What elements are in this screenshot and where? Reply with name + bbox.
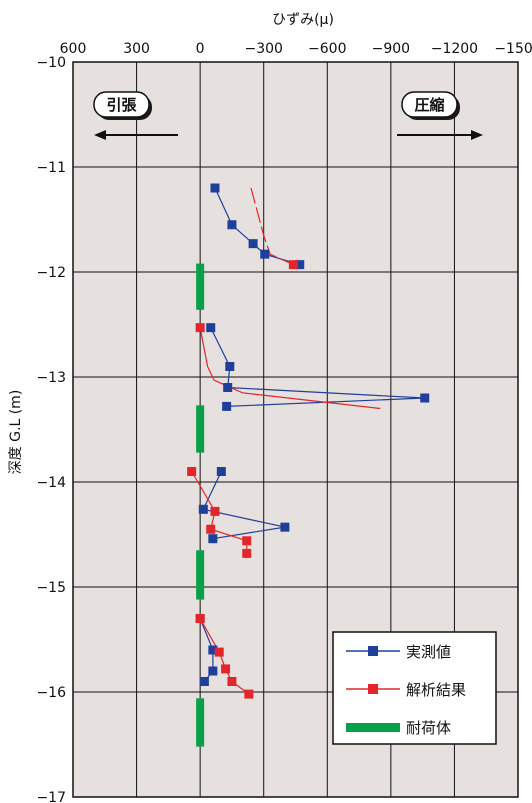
data-point-analysis xyxy=(206,524,216,534)
data-point-analysis xyxy=(214,647,224,657)
y-tick-label: −11 xyxy=(36,160,66,176)
data-point-measured xyxy=(206,323,216,333)
data-point-measured xyxy=(222,401,232,411)
data-point-measured xyxy=(210,183,220,193)
data-point-analysis xyxy=(242,536,252,546)
x-tick-label: −600 xyxy=(308,41,346,57)
load-body-bar xyxy=(196,698,205,747)
data-point-measured xyxy=(223,383,233,392)
legend-marker-measured xyxy=(368,646,378,656)
legend-item-load-body: 耐荷体 xyxy=(346,719,451,737)
x-tick-label: −300 xyxy=(244,41,282,57)
x-tick-label: 0 xyxy=(196,41,205,57)
annotation-tension-label: 引張 xyxy=(106,96,137,114)
y-axis-title: 深度 G.L (m) xyxy=(8,390,24,475)
y-tick-label: −10 xyxy=(36,55,66,71)
data-point-analysis xyxy=(187,467,197,476)
tick-labels: 600 300 0 −300 −600 −900 −1200 −1500 −10 −11 −12 −1… xyxy=(36,41,532,803)
series-line-measured xyxy=(202,471,286,540)
data-point-measured xyxy=(198,504,208,514)
legend-label-measured: 実測値 xyxy=(406,643,451,661)
y-tick-label: −15 xyxy=(36,580,66,596)
load-bodies xyxy=(196,263,205,747)
x-tick-label: −1500 xyxy=(494,41,532,57)
y-tick-label: −12 xyxy=(36,265,66,281)
tension-arrow-head xyxy=(94,130,106,140)
legend-label-load-body: 耐荷体 xyxy=(406,719,451,737)
data-point-analysis xyxy=(288,260,298,270)
data-point-analysis xyxy=(227,677,237,686)
load-body-bar xyxy=(196,405,205,453)
annotation-compression: 圧縮 xyxy=(397,91,483,140)
series-markers xyxy=(187,183,430,699)
legend-marker-analysis xyxy=(368,684,378,694)
x-tick-label: 600 xyxy=(60,41,87,57)
data-point-measured xyxy=(280,522,290,532)
annotation-tension: 引張 xyxy=(93,91,178,140)
data-point-measured xyxy=(199,677,209,686)
y-tick-label: −14 xyxy=(36,475,66,491)
x-tick-label: −1200 xyxy=(431,41,478,57)
x-tick-label: 300 xyxy=(123,41,150,57)
data-point-measured xyxy=(248,239,258,249)
legend-item-analysis: 解析結果 xyxy=(346,681,466,699)
data-point-analysis xyxy=(195,614,205,623)
data-point-measured xyxy=(216,467,226,476)
load-body-bar xyxy=(196,550,205,600)
x-tick-label: −900 xyxy=(372,41,410,57)
series-line-analysis xyxy=(250,187,294,266)
data-point-measured xyxy=(295,260,305,270)
data-point-measured xyxy=(225,362,235,371)
compression-arrow-head xyxy=(471,130,483,140)
data-point-measured xyxy=(208,645,218,655)
legend: 実測値 解析結果 耐荷体 xyxy=(332,631,497,745)
series-line-measured xyxy=(199,618,214,682)
y-tick-label: −16 xyxy=(36,685,66,701)
data-point-analysis xyxy=(221,664,231,674)
annotations: 引張 圧縮 xyxy=(93,91,483,140)
data-point-measured xyxy=(420,393,430,403)
data-point-measured xyxy=(227,220,237,230)
load-body-bar xyxy=(196,263,205,310)
y-tick-label: −13 xyxy=(36,370,66,386)
y-tick-label: −17 xyxy=(36,790,66,803)
data-point-analysis xyxy=(210,506,220,516)
series-line-analysis xyxy=(199,327,381,410)
x-axis-title: ひずみ(μ) xyxy=(272,12,334,28)
data-point-measured xyxy=(208,534,218,544)
legend-marker-load-body xyxy=(346,723,400,732)
data-point-analysis xyxy=(242,548,252,558)
annotation-compression-label: 圧縮 xyxy=(414,96,444,114)
legend-item-measured: 実測値 xyxy=(346,643,451,661)
legend-label-analysis: 解析結果 xyxy=(406,681,466,699)
data-point-measured xyxy=(208,666,218,676)
data-point-analysis xyxy=(244,689,254,699)
data-point-analysis xyxy=(195,323,205,333)
data-point-measured xyxy=(260,249,270,259)
